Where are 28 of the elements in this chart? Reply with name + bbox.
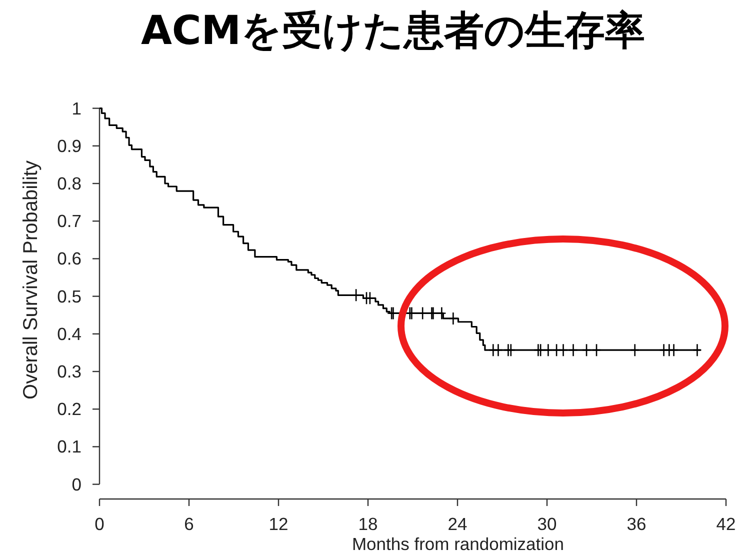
- x-tick-label: 12: [268, 514, 288, 534]
- x-tick-label: 6: [184, 514, 194, 534]
- point: [552, 343, 562, 357]
- y-tick-label: 0.8: [57, 174, 82, 194]
- y-tick-label: 0: [72, 474, 82, 494]
- y-tick-label: 0.2: [57, 399, 82, 420]
- point: [582, 343, 592, 357]
- y-tick-label: 0.3: [57, 362, 82, 382]
- y-tick-label: 0.1: [57, 436, 82, 457]
- y-tick-label: 0.5: [57, 286, 82, 306]
- point: [592, 343, 602, 357]
- point: [506, 343, 516, 357]
- y-axis-title: Overall Survival Probability: [20, 160, 42, 400]
- y-tick-label: 0.6: [57, 248, 82, 269]
- y-tick-label: 0.7: [57, 211, 82, 232]
- x-tick-label: 18: [358, 514, 378, 534]
- x-tick-label: 42: [716, 514, 736, 534]
- y-tick-label: 1: [72, 98, 82, 118]
- x-tick-label: 36: [626, 514, 646, 534]
- chart-title: ACMを受けた患者の生存率: [140, 8, 646, 54]
- y-tick-label: 0.4: [57, 324, 82, 344]
- x-tick-label: 24: [448, 514, 468, 534]
- y-tick-label: 0.9: [57, 136, 82, 156]
- point: [630, 343, 640, 357]
- x-tick-label: 0: [94, 514, 105, 534]
- point: [536, 343, 546, 357]
- x-tick-label: 30: [537, 514, 557, 534]
- x-axis-title: Months from randomization: [352, 534, 564, 554]
